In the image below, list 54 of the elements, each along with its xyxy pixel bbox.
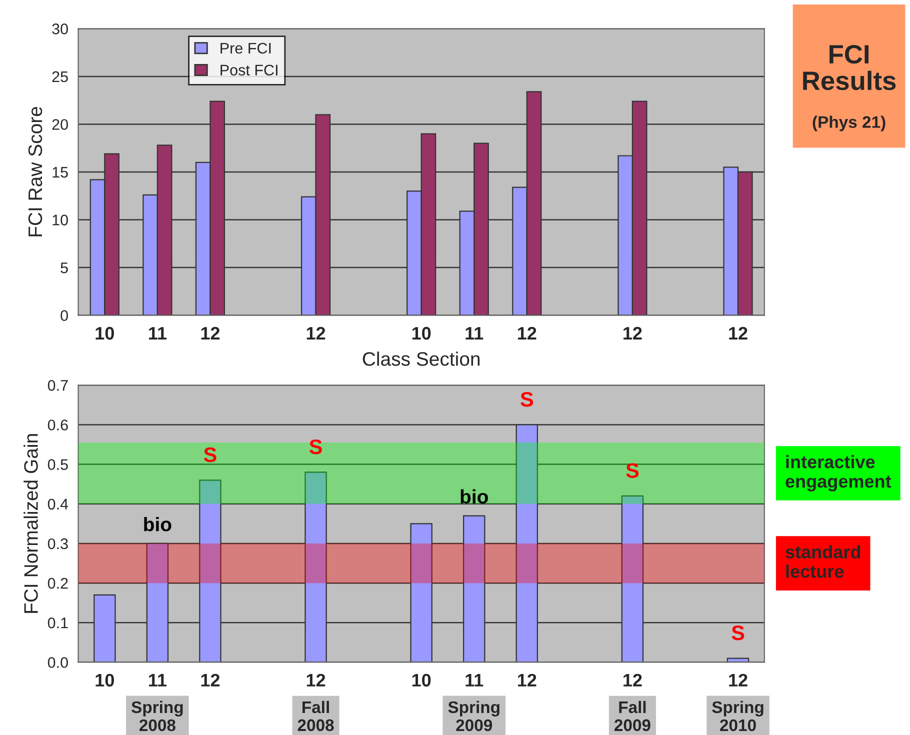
x-tick-label: 12 — [518, 674, 536, 686]
data-label: S — [626, 463, 639, 478]
x-tick-label: 12 — [306, 674, 326, 686]
data-label: S — [204, 447, 216, 462]
y-axis-title: FCI Normalized Gain — [24, 434, 38, 613]
y-tick-label: 0.4 — [48, 498, 68, 510]
text: FCI Results — [803, 44, 896, 90]
x-tick-label: 11 — [466, 327, 484, 340]
y-tick-label: 0 — [60, 310, 68, 321]
data-label: bio — [460, 489, 488, 504]
y-tick-label: 0.5 — [48, 459, 68, 470]
text: Spring 2008 — [132, 700, 183, 732]
x-tick-label: 10 — [412, 674, 431, 687]
x-tick-label: 12 — [624, 674, 642, 686]
x-tick-label: 10 — [96, 674, 114, 687]
data-label: S — [520, 392, 534, 407]
x-tick-label: 12 — [201, 674, 220, 686]
y-tick-label: 0.3 — [48, 538, 68, 550]
band-label: standard lecture — [786, 545, 860, 578]
text: Spring 2009 — [448, 700, 500, 732]
text: Fall 2009 — [614, 700, 650, 732]
text: Spring 2010 — [712, 700, 764, 732]
data-label: bio — [144, 517, 172, 532]
x-tick-label: 10 — [96, 326, 114, 340]
y-tick-label: 20 — [52, 119, 68, 130]
x-tick-label: 12 — [306, 326, 326, 340]
x-tick-label: 11 — [149, 674, 166, 686]
x-tick-label: 11 — [466, 674, 484, 686]
legend-label: Post FCI — [220, 64, 278, 76]
text: (Phys 21) — [812, 116, 886, 132]
y-tick-label: 0.0 — [48, 657, 68, 668]
y-tick-label: 0.7 — [48, 380, 68, 391]
band-label: interactive engagement — [786, 455, 892, 492]
data-label: S — [732, 626, 744, 640]
x-tick-label: 12 — [624, 326, 642, 340]
y-tick-label: 0.2 — [48, 578, 68, 589]
y-tick-label: 0.6 — [48, 420, 68, 430]
y-tick-label: 5 — [60, 262, 68, 274]
y-tick-label: 30 — [52, 24, 68, 34]
x-tick-label: 12 — [201, 326, 220, 340]
x-tick-label: 12 — [729, 674, 748, 686]
x-tick-label: 11 — [149, 327, 166, 340]
data-label: S — [309, 439, 322, 454]
x-axis-title: Class Section — [362, 352, 480, 366]
x-tick-label: 10 — [412, 326, 431, 340]
text: Fall 2008 — [298, 700, 334, 732]
y-tick-label: 15 — [52, 167, 68, 178]
y-tick-label: 10 — [52, 214, 68, 226]
y-tick-label: 25 — [52, 71, 68, 82]
y-axis-title: FCI Raw Score — [28, 106, 42, 236]
y-tick-label: 0.1 — [48, 618, 68, 628]
x-tick-label: 12 — [518, 326, 536, 340]
legend-label: Pre FCI — [220, 42, 271, 54]
x-tick-label: 12 — [729, 326, 748, 340]
